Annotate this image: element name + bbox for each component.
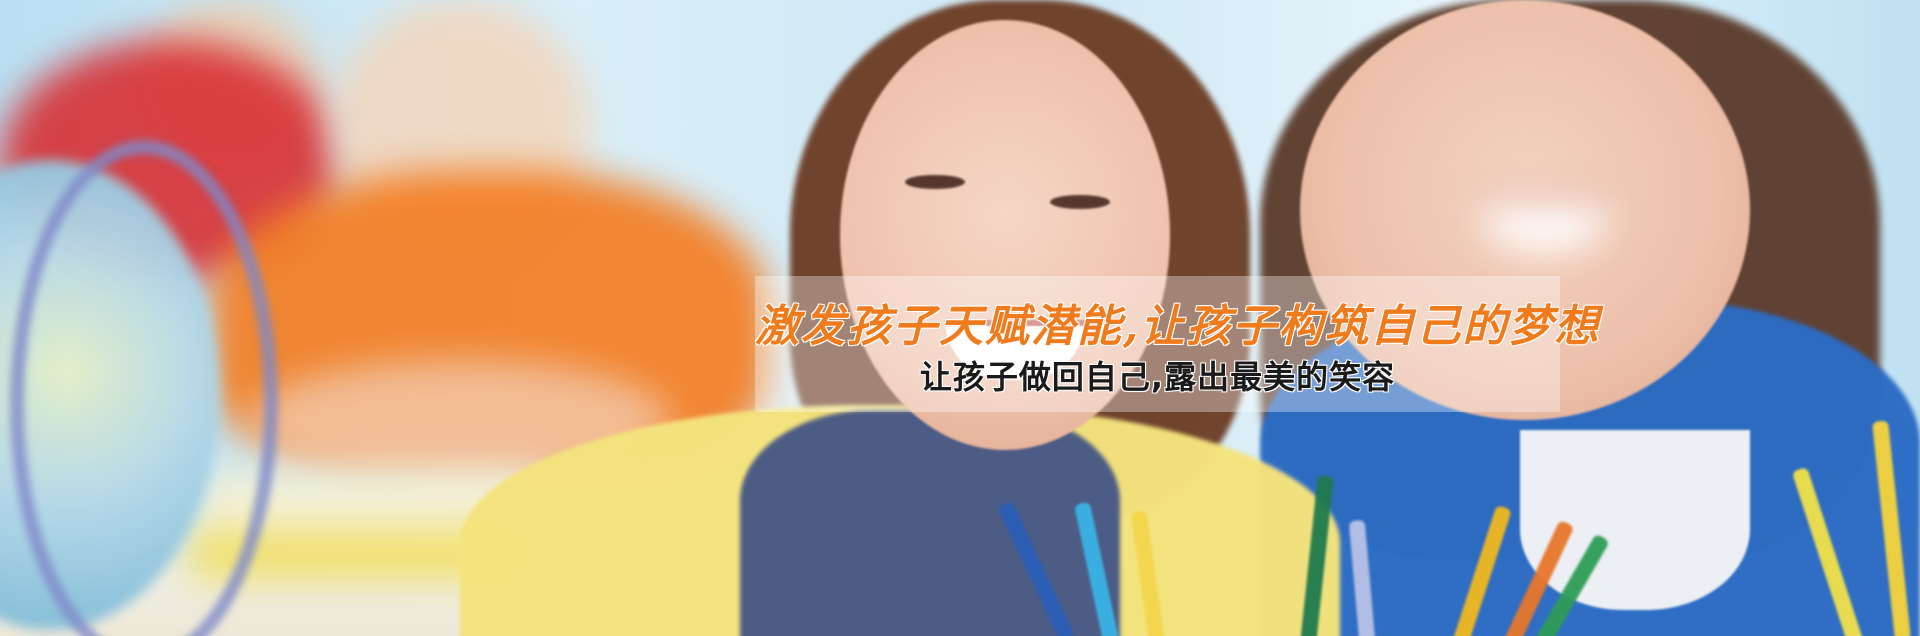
center-girl-eye: [1050, 195, 1110, 209]
center-girl-denim-overall: [740, 410, 1120, 636]
center-girl-eye: [905, 175, 965, 189]
caption-box: 激发孩子天赋潜能,让孩子构筑自己的梦想 让孩子做回自己,露出最美的笑容: [755, 276, 1601, 412]
headline-slogan: 激发孩子天赋潜能,让孩子构筑自己的梦想: [755, 301, 1601, 352]
right-girl-white-collar: [1520, 430, 1750, 610]
subline-slogan: 让孩子做回自己,露出最美的笑容: [919, 358, 1396, 396]
